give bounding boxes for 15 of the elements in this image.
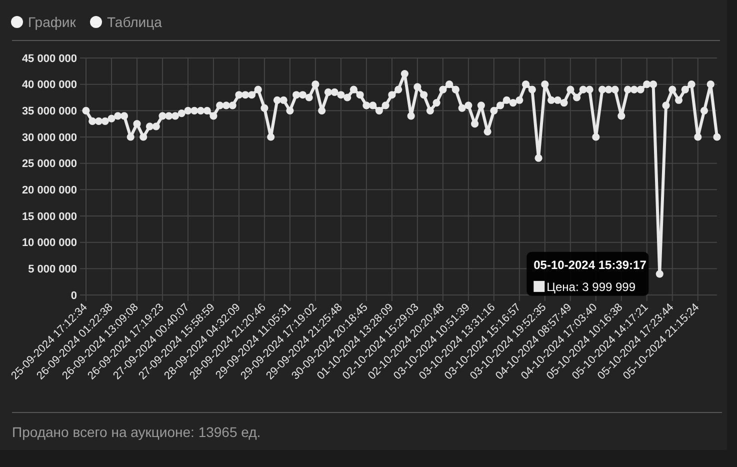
text: Таблица bbox=[107, 14, 162, 30]
y-tick-label: 5 000 000 bbox=[28, 264, 77, 276]
annotation: Цена: 3 999 999 bbox=[546, 280, 636, 294]
y-tick-label: 35 000 000 bbox=[22, 106, 77, 118]
y-tick-label: 10 000 000 bbox=[22, 237, 77, 250]
y-tick-label: 30 000 000 bbox=[22, 132, 77, 144]
y-tick-label: 45 000 000 bbox=[22, 52, 77, 65]
y-tick-label: 20 000 000 bbox=[22, 184, 77, 197]
y-tick-label: 15 000 000 bbox=[22, 210, 77, 223]
y-tick-label: 40 000 000 bbox=[22, 79, 77, 92]
y-tick-label: 25 000 000 bbox=[22, 158, 77, 170]
text: Продано всего на аукционе: 13965 ед. bbox=[12, 424, 261, 440]
annotation: 05-10-2024 15:39:17 bbox=[534, 258, 647, 272]
y-tick-label: 0 bbox=[70, 290, 77, 302]
text: График bbox=[28, 14, 77, 30]
